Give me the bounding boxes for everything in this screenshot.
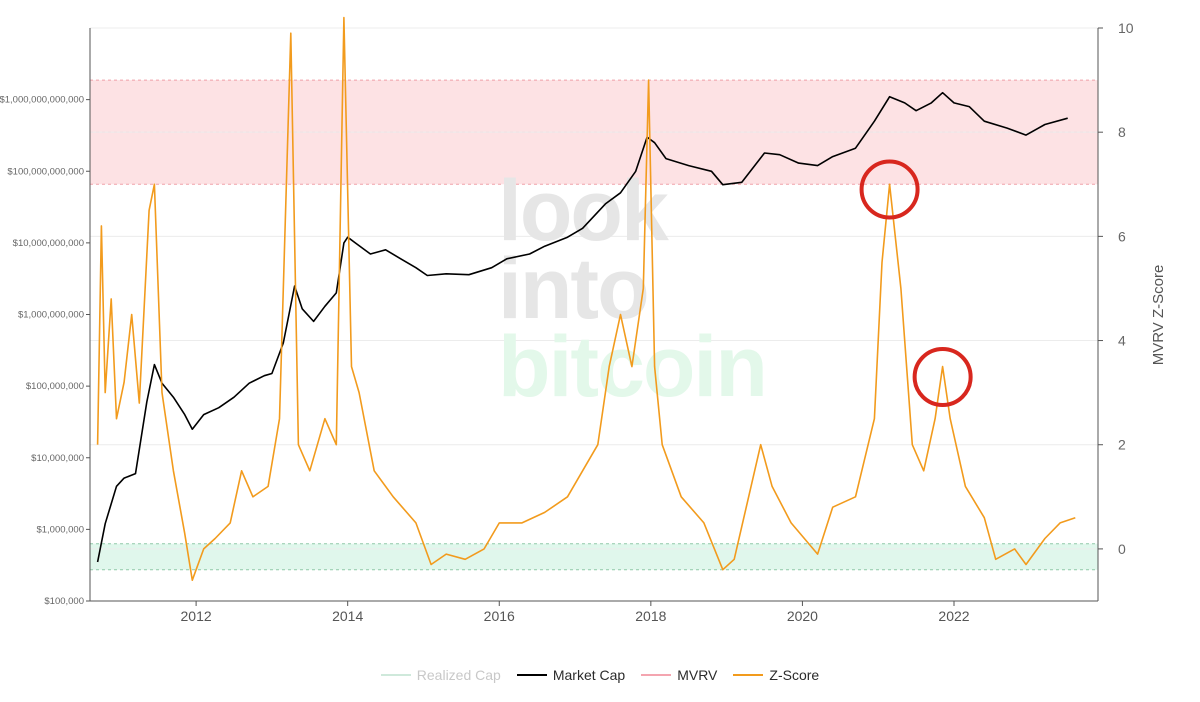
y-right-tick-label: 0 [1118,541,1126,557]
y-right-tick-label: 6 [1118,228,1126,244]
annotations [859,159,973,408]
legend-item-market-cap[interactable]: Market Cap [516,667,626,683]
x-tick-label: 2022 [938,608,969,624]
legend-swatch [516,674,547,676]
highlight-circle [859,159,920,220]
y-left-tick-label: $100,000 [44,596,84,607]
axes: 2012 2014 2016 2018 2020 2022 $100,000 $1,000,0… [0,20,1134,624]
highlight-circle [912,347,973,408]
y-left-tick-label: $1,000,000 [36,524,84,535]
watermark-word: into [498,241,648,337]
y-right-tick-label: 4 [1118,333,1126,349]
legend-swatch [641,674,672,676]
x-tick-label: 2016 [484,608,515,624]
y-left-tick-label: $100,000,000 [26,381,84,392]
series-z-score [96,16,1076,581]
legend-label: Z-Score [769,667,820,683]
x-tick-label: 2018 [635,608,666,624]
y-left-tick-label: $1,000,000,000 [18,310,84,321]
right-axis-label: MVRV Z-Score [1150,265,1167,366]
y-right-tick-label: 2 [1118,437,1126,453]
legend-label: Market Cap [552,667,626,683]
y-left-tick-label: $10,000,000 [31,453,84,464]
chart-legend: Realized Cap Market Cap MVRV Z-Score [0,660,1200,690]
legend-item-mvrv[interactable]: MVRV [641,667,717,683]
band-undervalued [90,543,1098,570]
series-market-cap [96,91,1068,563]
legend-label: MVRV [677,667,718,683]
y-right-tick-label: 8 [1118,124,1126,140]
x-tick-label: 2020 [787,608,818,624]
legend-item-realized-cap[interactable]: Realized Cap [380,667,501,683]
series-lines [96,16,1076,581]
y-left-tick-label: $1,000,000,000,000 [0,95,84,106]
legend-swatch [380,674,411,676]
x-tick-label: 2014 [332,608,363,624]
watermark-word: bitcoin [498,319,766,415]
x-tick-label: 2012 [181,608,212,624]
legend-label: Realized Cap [416,667,501,683]
y-left-tick-label: $10,000,000,000 [13,238,84,249]
legend-item-z-score[interactable]: Z-Score [733,667,819,683]
y-left-tick-label: $100,000,000,000 [7,166,84,177]
legend-swatch [733,674,764,676]
watermark-word: look [498,163,669,259]
y-right-tick-label: 10 [1118,20,1134,36]
